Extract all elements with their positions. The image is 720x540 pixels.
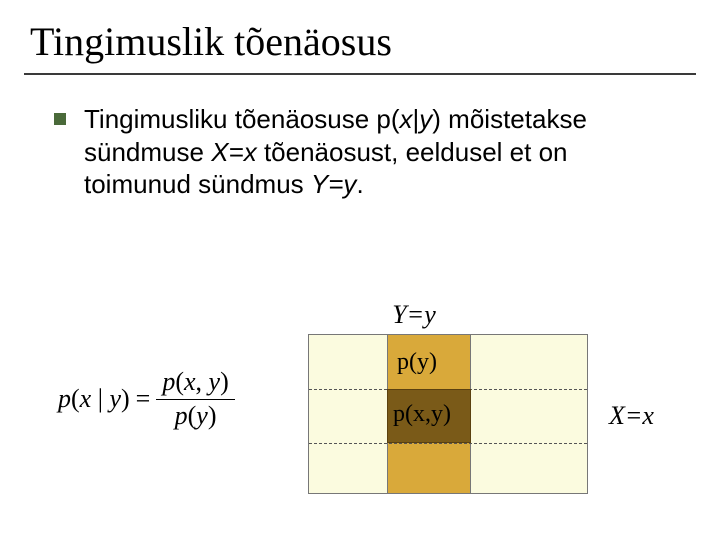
paren: ( [175, 367, 184, 396]
body: Tingimusliku tõenäosuse p(x|y) mõistetak… [0, 75, 720, 201]
grid: p(y) p(x,y) X=x [308, 334, 588, 494]
paren: ) [208, 401, 217, 430]
y-label: Y=y [364, 300, 464, 330]
row-dash [309, 443, 587, 444]
fraction: p(x, y) p(y) [156, 368, 234, 430]
text: p(x,y) [393, 401, 451, 427]
bar: | [91, 384, 109, 413]
formula-lhs: p(x | y) [58, 384, 130, 414]
y-eq-y: Y=y [311, 169, 357, 199]
var-x: x [400, 104, 413, 134]
bullet-text: Tingimusliku tõenäosuse p(x|y) mõistetak… [84, 103, 680, 201]
x: x [184, 367, 196, 396]
bullet-item: Tingimusliku tõenäosuse p(x|y) mõistetak… [54, 103, 680, 201]
p: p [58, 384, 71, 413]
square-bullet-icon [54, 113, 66, 125]
p: p [175, 401, 188, 430]
pxy-label: p(x,y) [393, 401, 451, 428]
dot: . [356, 169, 363, 199]
y: y [196, 401, 208, 430]
venn-grid-diagram: Y=y p(y) p(x,y) X=x [308, 300, 628, 494]
denominator: p(y) [169, 400, 223, 431]
y: y [209, 367, 221, 396]
text-part: Tingimusliku tõenäosuse p( [84, 104, 400, 134]
paren: ) [220, 367, 229, 396]
x: x [80, 384, 92, 413]
paren: ) [121, 384, 130, 413]
paren: ( [188, 401, 197, 430]
p: p [162, 367, 175, 396]
comma: , [196, 367, 209, 396]
paren: ( [71, 384, 80, 413]
page-title: Tingimuslik tõenäosus [0, 0, 720, 65]
equals: = [136, 384, 151, 414]
var-y: y [419, 104, 432, 134]
x-eq-x: X=x [211, 137, 257, 167]
py-label: p(y) [397, 349, 437, 376]
x-label: X=x [609, 401, 654, 431]
formula: p(x | y) = p(x, y) p(y) [58, 368, 235, 430]
text: p(y) [397, 349, 437, 375]
numerator: p(x, y) [156, 368, 234, 399]
y: y [109, 384, 121, 413]
